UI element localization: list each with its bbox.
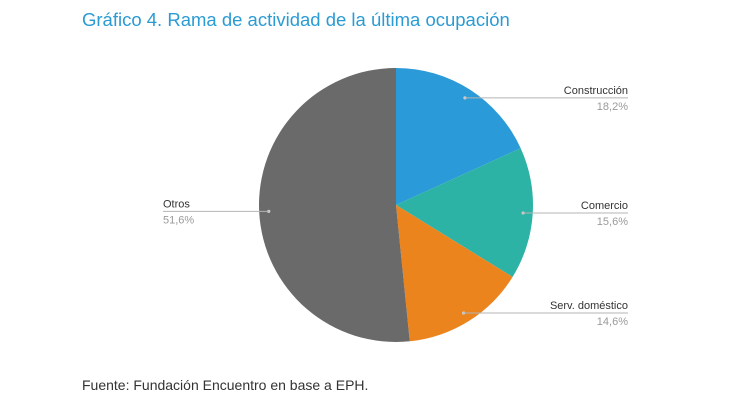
pie-slice-serv-domestico xyxy=(396,205,513,342)
slice-labels: Construcción 18,2% Comercio 15,6% Serv. domé… xyxy=(163,85,628,328)
leader-lines xyxy=(163,96,628,315)
pie-slice-comercio xyxy=(396,148,533,277)
slice-value-comercio: 15,6% xyxy=(597,216,628,228)
pie-slice-construccion xyxy=(396,68,521,205)
slice-label-comercio: Comercio xyxy=(581,200,628,212)
pie-chart: Construcción 18,2% Comercio 15,6% Serv. domé… xyxy=(163,68,628,342)
slice-value-otros: 51,6% xyxy=(163,214,194,226)
slice-label-serv-domestico: Serv. doméstico xyxy=(550,300,628,312)
source-note: Fuente: Fundación Encuentro en base a EP… xyxy=(82,377,369,393)
slice-value-construccion: 18,2% xyxy=(597,101,628,113)
pie-slices xyxy=(258,68,533,342)
slice-label-otros: Otros xyxy=(163,198,190,210)
slice-label-construccion: Construcción xyxy=(564,85,628,97)
slice-value-serv-domestico: 14,6% xyxy=(597,316,628,328)
chart-title: Gráfico 4. Rama de actividad de la últim… xyxy=(82,9,510,30)
pie-slice-otros xyxy=(258,68,410,342)
